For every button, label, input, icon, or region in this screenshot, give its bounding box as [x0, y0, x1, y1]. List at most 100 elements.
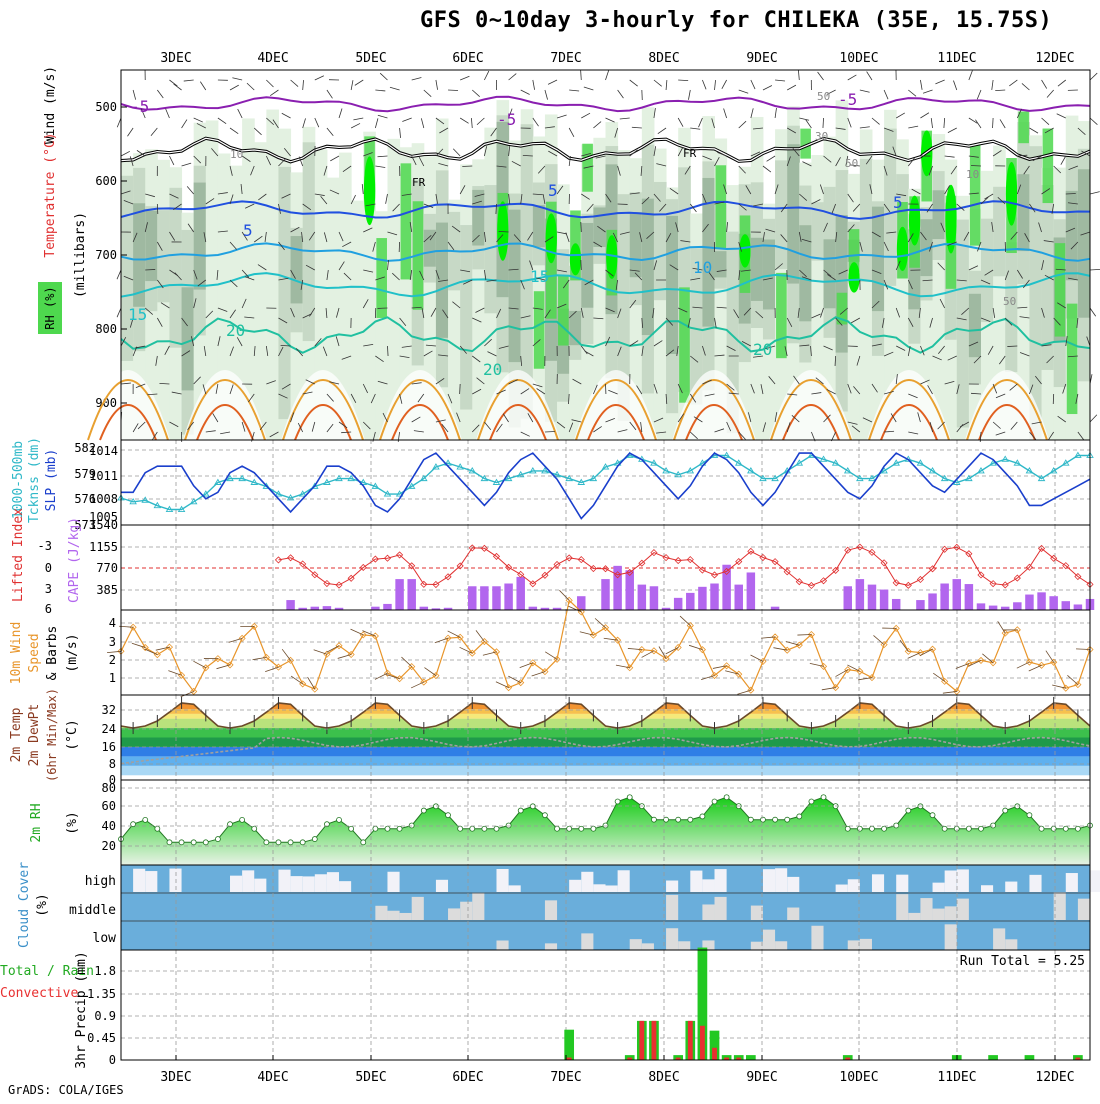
cloud-low	[678, 941, 690, 950]
ylabel-cloud-units: (%)	[35, 893, 50, 916]
cloud-high	[1005, 882, 1017, 892]
rh-column-green	[401, 163, 412, 279]
wind10-barb-77	[1046, 651, 1054, 663]
ylabel-thickness-2: Tcknss (dm)	[27, 437, 42, 523]
ylabel-thickness-1: 1000-500mb	[11, 441, 26, 519]
precip-conv-bar-48	[700, 1026, 705, 1060]
cloud-low	[751, 942, 763, 950]
cape-bar-63	[880, 590, 888, 610]
wind10-barb-22	[375, 673, 388, 679]
cloud-middle	[751, 906, 763, 920]
cape-bar-52	[747, 572, 755, 610]
isotherm-label-3: 5	[243, 221, 253, 240]
ylabel-barbs: & Barbs	[45, 626, 60, 681]
rh-point-28	[458, 826, 463, 831]
wind-barb	[117, 270, 121, 279]
contour-label-1: 50	[845, 157, 858, 170]
wind-barb	[993, 118, 994, 128]
cape-bar-49	[710, 584, 718, 610]
ylabel-wind-units: (m/s)	[65, 633, 80, 672]
precip-tick-3: 0.45	[87, 1031, 116, 1045]
ylabel-minmax: (6hr Min/Max)	[45, 688, 59, 782]
ylabel-cape: CAPE (J/kg)	[67, 517, 82, 603]
rh-point-25	[421, 808, 426, 813]
cape-bar-17	[323, 606, 331, 610]
rh-column-dark	[787, 144, 800, 283]
cloud-high	[715, 869, 727, 892]
date-label-bottom-9: 12DEC	[1035, 1070, 1074, 1085]
wind10-barb-37	[559, 590, 569, 600]
rh-point-13	[276, 840, 281, 845]
cloud-high	[436, 880, 448, 892]
date-label-bottom-1: 4DEC	[257, 1070, 288, 1085]
wind10-barb-25	[411, 682, 424, 688]
rh-point-38	[579, 826, 584, 831]
rh-point-71	[978, 826, 983, 831]
rh-point-62	[869, 826, 874, 831]
rh-column-mid	[278, 167, 291, 419]
wind10-barb-49	[701, 676, 714, 680]
pressure-label-0: 500	[95, 100, 117, 114]
cloud-high	[836, 885, 848, 892]
rh-point-30	[482, 826, 487, 831]
wind10-barb-30	[476, 630, 484, 641]
rh-point-6	[191, 840, 196, 845]
isotherm-label-10: 20	[483, 360, 502, 379]
wind10-barb-33	[508, 676, 520, 683]
rh-point-7	[203, 840, 208, 845]
cape-bar-47	[686, 593, 694, 610]
temp-band-0	[121, 766, 1090, 775]
ylabel-convective: Convective	[0, 986, 78, 1001]
rh-point-19	[349, 826, 354, 831]
rh-point-39	[591, 826, 596, 831]
precip-tick-4: 0	[109, 1053, 116, 1067]
cloud-low	[811, 926, 823, 950]
cape-tick-2: 770	[96, 561, 118, 575]
cape-bar-44	[650, 586, 658, 610]
cape-tick-0: 1540	[89, 518, 118, 532]
wind-barb	[460, 384, 461, 394]
cloud-level-0: high	[85, 874, 116, 889]
cloud-high	[254, 879, 266, 892]
cloud-low	[993, 928, 1005, 950]
cloud-high	[872, 874, 884, 892]
rh-point-49	[712, 799, 717, 804]
cape-bar-64	[892, 599, 900, 610]
cloud-high	[957, 869, 969, 892]
rh-column-dark	[1078, 169, 1091, 317]
rh-column-green	[679, 287, 690, 402]
ylabel-cloud-cover: Cloud Cover	[17, 862, 32, 948]
rh-column-light	[254, 142, 267, 440]
cloud-low	[630, 939, 642, 950]
wind10-barb-6	[181, 691, 194, 696]
rh-point-61	[857, 826, 862, 831]
temp-band-6	[121, 714, 1090, 719]
wind10-barb-76	[1029, 665, 1042, 671]
rh-column-dark	[509, 210, 522, 362]
date-label-top-7: 10DEC	[839, 51, 878, 66]
rh-core-bright	[364, 156, 375, 225]
rh-column-dark	[969, 294, 982, 357]
isotherm-label-6: 10	[693, 258, 712, 277]
cape-bar-74	[1013, 602, 1021, 610]
rh-column-mid	[303, 142, 316, 341]
cloud-middle	[1078, 899, 1090, 920]
date-label-top-1: 4DEC	[257, 51, 288, 66]
wind-barb	[117, 118, 121, 127]
contour-label-6: FR	[683, 147, 697, 160]
temp-band-1	[121, 756, 1090, 765]
pressure-label-3: 800	[95, 322, 117, 336]
wind-barb	[1090, 118, 1097, 125]
cloud-high	[593, 884, 605, 892]
cape-bar-43	[638, 585, 646, 610]
ylabel-2m-dewpt: 2m DewPt	[27, 704, 42, 767]
cloud-low	[848, 940, 860, 950]
temp-color-bands	[121, 695, 1090, 775]
cloud-high	[1090, 870, 1100, 892]
temp-band-2	[121, 747, 1090, 756]
date-label-top-2: 5DEC	[355, 51, 386, 66]
rh-tick-0: 80	[102, 781, 116, 795]
rh-column-mid	[981, 219, 994, 322]
rh-point-18	[337, 817, 342, 822]
cape-bar-61	[856, 579, 864, 610]
